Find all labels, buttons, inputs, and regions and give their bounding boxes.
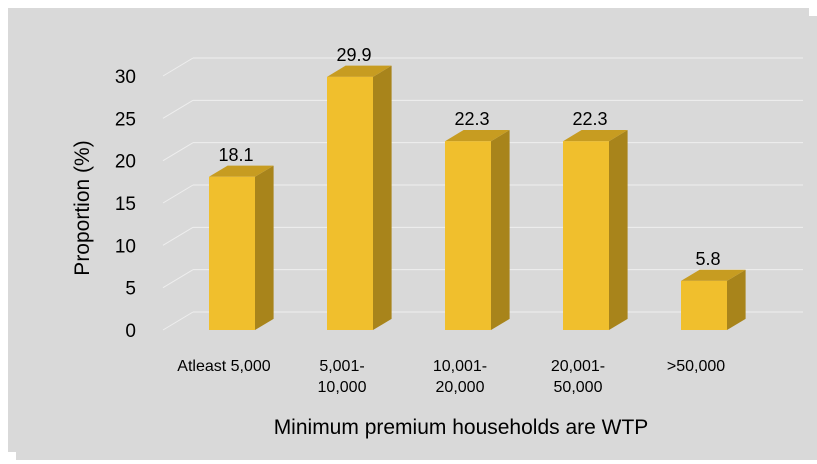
x-category-line: 5,001- [319, 358, 364, 375]
y-axis-ticks: 0 5 10 15 20 25 30 [115, 67, 136, 342]
bar-side [255, 165, 274, 330]
y-tick-label: 25 [115, 109, 136, 130]
x-category-line: 20,000 [436, 379, 485, 396]
y-tick-label: 30 [115, 67, 136, 88]
bar [563, 130, 628, 330]
chart-frame: 0 5 10 15 20 25 30 18.1 29.9 22.3 22.3 5.8 Atleast… [8, 8, 817, 460]
bar-chart: 0 5 10 15 20 25 30 18.1 29.9 22.3 22.3 5.8 Atleast… [16, 16, 817, 460]
bar-side [609, 130, 628, 330]
chart-background [16, 16, 817, 460]
bar-side [373, 65, 392, 330]
bar-front [563, 141, 609, 330]
gridline-diagonal [162, 311, 194, 331]
x-category-line: >50,000 [667, 358, 725, 375]
gridline-diagonal [162, 226, 194, 246]
bar [681, 269, 746, 330]
data-labels: 18.1 29.9 22.3 22.3 5.8 [218, 45, 720, 269]
bar [327, 65, 392, 330]
x-category-line: 10,000 [318, 379, 367, 396]
x-category-label: 20,001- 50,000 [551, 358, 605, 396]
gridline-diagonal [162, 99, 194, 119]
x-category-line: 50,000 [554, 379, 603, 396]
bar-front [327, 76, 373, 330]
x-axis-title: Minimum premium households are WTP [274, 416, 649, 439]
y-axis-title: Proportion (%) [71, 140, 94, 275]
x-category-label: >50,000 [667, 358, 725, 375]
bar [445, 130, 510, 330]
bar-top [327, 65, 392, 77]
gridline-diagonal [162, 57, 194, 77]
y-tick-label: 0 [125, 321, 136, 342]
y-tick-label: 5 [125, 279, 136, 300]
x-category-line: 10,001- [433, 358, 487, 375]
data-label: 22.3 [572, 109, 607, 129]
y-tick-label: 20 [115, 152, 136, 173]
data-label: 18.1 [218, 145, 253, 165]
bar-top [681, 269, 746, 281]
y-tick-label: 15 [115, 194, 136, 215]
data-label: 29.9 [336, 45, 371, 65]
bar-side [727, 269, 746, 330]
bar-side [491, 130, 510, 330]
data-label: 22.3 [454, 109, 489, 129]
x-category-line: Atleast 5,000 [177, 358, 271, 375]
data-label: 5.8 [695, 249, 720, 269]
y-tick-label: 10 [115, 236, 136, 257]
x-category-label: 10,001- 20,000 [433, 358, 487, 396]
x-axis-categories: Atleast 5,000 5,001- 10,000 10,001- 20,000 20… [177, 358, 725, 396]
bar-front [681, 280, 727, 330]
bar-top [445, 130, 510, 142]
x-category-label: Atleast 5,000 [177, 358, 271, 375]
bar [209, 165, 274, 330]
bar-front [445, 141, 491, 330]
x-category-line: 20,001- [551, 358, 605, 375]
gridline-diagonal [162, 269, 194, 289]
bar-top [209, 165, 274, 177]
bars [209, 65, 746, 330]
bar-front [209, 176, 255, 330]
x-category-label: 5,001- 10,000 [318, 358, 367, 396]
gridline-diagonal [162, 142, 194, 162]
gridline-diagonal [162, 184, 194, 204]
bar-top [563, 130, 628, 142]
